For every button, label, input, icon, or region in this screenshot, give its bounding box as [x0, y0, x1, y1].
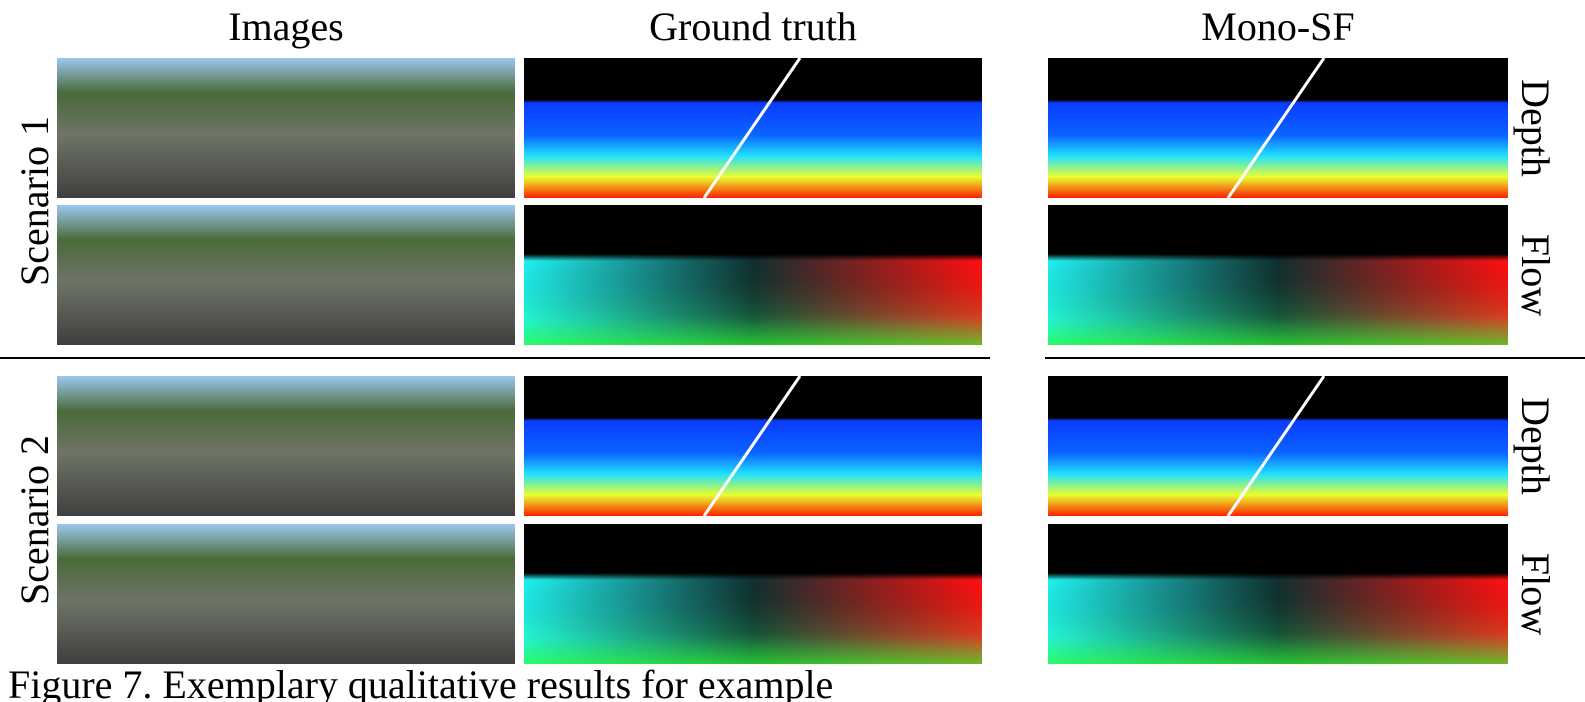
photo — [57, 376, 515, 516]
panels — [57, 58, 1508, 664]
flow-shade — [524, 524, 982, 664]
depth-map — [1048, 376, 1508, 516]
flow-shade — [1048, 205, 1508, 345]
figure: Images Ground truth Mono-SF Scenario 1 S… — [0, 0, 1585, 702]
depth-map — [1048, 58, 1508, 198]
row-label: Flow — [1513, 234, 1558, 316]
flow-shade — [1048, 524, 1508, 664]
photo — [57, 524, 515, 664]
scenario-label: Scenario 1 — [12, 116, 57, 286]
caption: Figure 7. Exemplary qualitative results … — [8, 662, 833, 702]
column-header: Ground truth — [649, 4, 857, 49]
row-label: Depth — [1513, 397, 1558, 495]
photo — [57, 205, 515, 345]
column-header: Images — [228, 4, 344, 49]
column-header: Mono-SF — [1201, 4, 1354, 49]
flow-shade — [524, 205, 982, 345]
photo — [57, 58, 515, 198]
scenario-label: Scenario 2 — [12, 435, 57, 605]
row-label: Flow — [1513, 553, 1558, 635]
row-label: Depth — [1513, 79, 1558, 177]
